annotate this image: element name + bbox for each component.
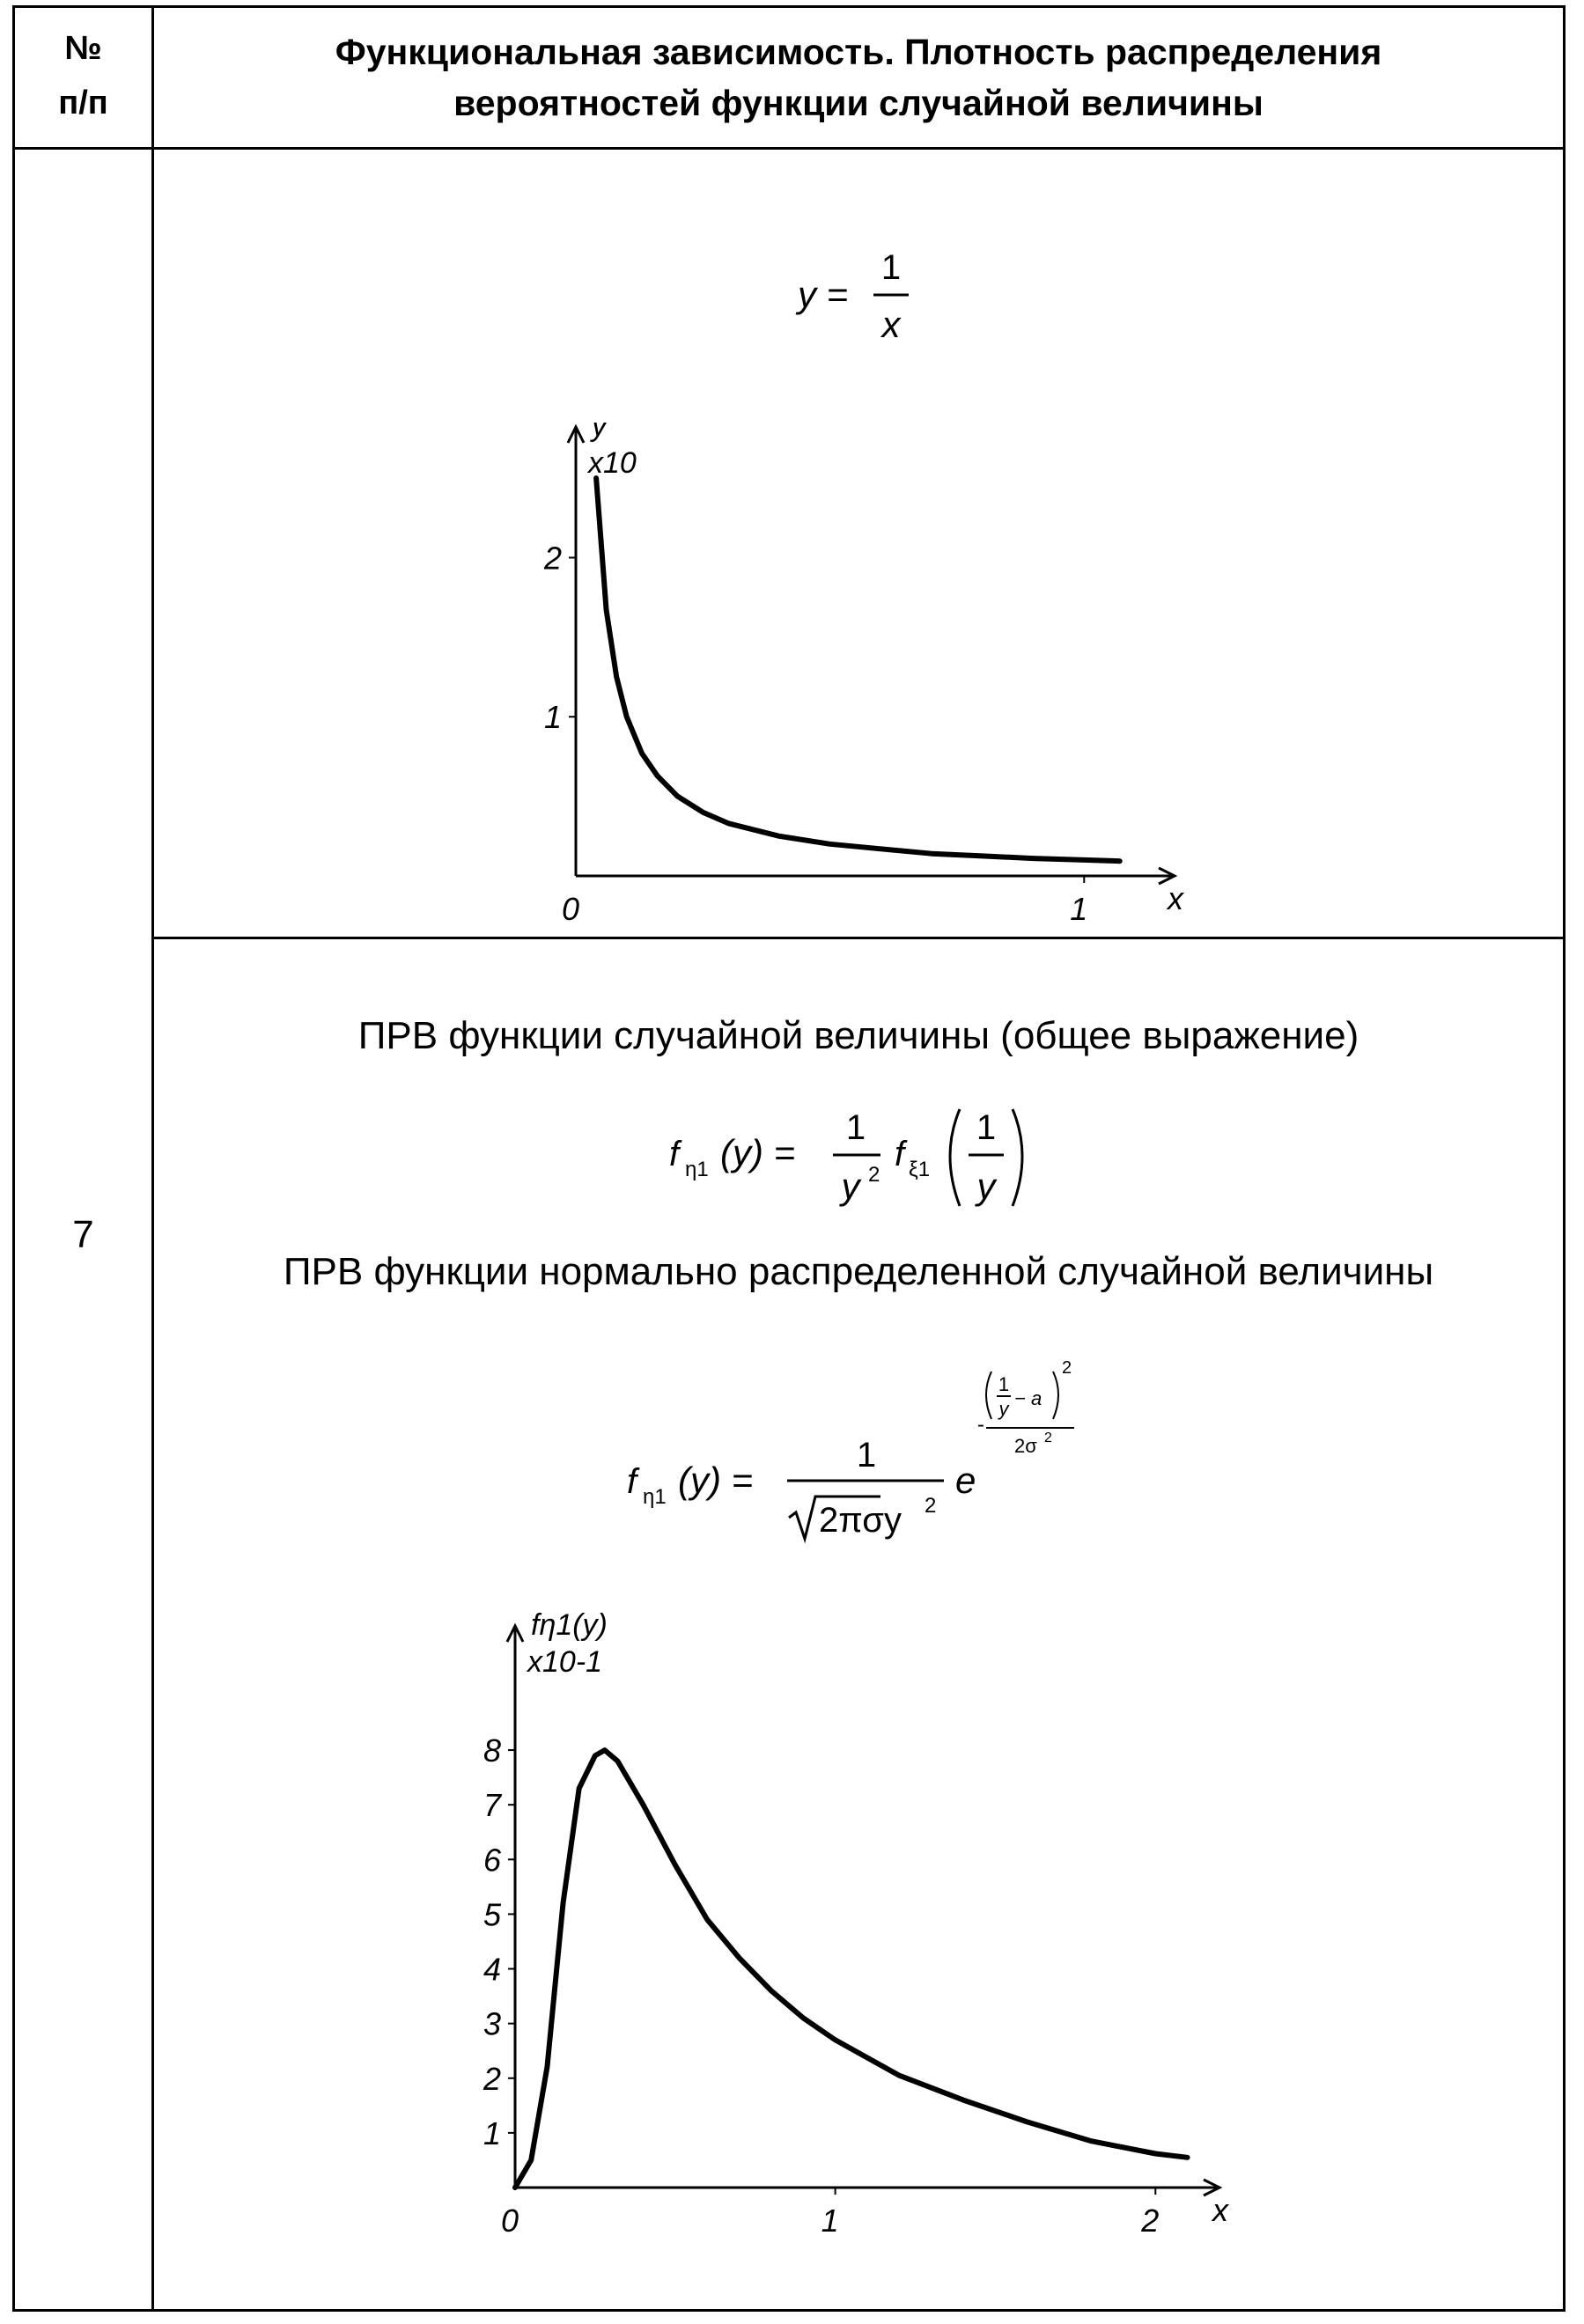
row-number: 7 xyxy=(72,1213,94,1256)
fg-rhs: f xyxy=(895,1135,908,1173)
chart-inverse-function: 1 2 0 1 x y x10 xyxy=(543,423,1185,927)
fg-rhs-sub: ξ1 xyxy=(909,1158,930,1181)
fn-exp-paren-right xyxy=(1052,1371,1059,1420)
fn-lhs: f xyxy=(627,1462,640,1501)
fn-frac-num: 1 xyxy=(857,1436,876,1475)
series-line xyxy=(593,475,1123,864)
header-number-line2: п/п xyxy=(58,85,108,121)
fn-exp-inner-num: 1 xyxy=(998,1373,1009,1395)
y-tick-label: 5 xyxy=(483,1896,502,1932)
fn-frac-den-sup: 2 xyxy=(925,1494,936,1518)
fg-lhs: f xyxy=(669,1135,682,1173)
x-axis-label: x xyxy=(1211,2192,1230,2228)
fg-paren-right xyxy=(1011,1108,1024,1207)
y-tick-label: 1 xyxy=(544,699,562,735)
x-axis-arrow xyxy=(1158,866,1178,886)
header-divider xyxy=(12,147,1566,150)
y-tick-label: 8 xyxy=(483,1732,501,1769)
y-axis-label: fη1(y) xyxy=(531,1608,608,1642)
y-axis-arrow xyxy=(505,1622,525,1643)
header-title-line1: Функциональная зависимость. Плотность ра… xyxy=(335,32,1382,72)
x-axis-label: x xyxy=(1166,880,1185,916)
x-tick-label: 1 xyxy=(821,2203,839,2239)
caption-normal: ПРВ функции нормально распределенной слу… xyxy=(283,1250,1434,1293)
function-lhs: y = xyxy=(795,274,848,315)
y-tick-label: 3 xyxy=(483,2006,501,2042)
fg-frac-num: 1 xyxy=(846,1108,866,1147)
fn-lhs-sub: η1 xyxy=(643,1485,667,1509)
x-tick-label: 2 xyxy=(1140,2203,1159,2239)
header-number-line1: № xyxy=(64,30,102,67)
chart-pdf-function: 1 2 3 4 5 6 7 8 0 1 2 x fη1(y)x10-1 xyxy=(483,1608,1230,2239)
fn-exp-inner-den: y xyxy=(998,1398,1011,1420)
function-numerator: 1 xyxy=(881,248,901,287)
y-scale-label: x10-1 xyxy=(526,1645,602,1679)
x-axis-arrow xyxy=(1203,2178,1223,2197)
header-title-line2: вероятностей функции случайной величины xyxy=(453,83,1264,123)
function-formula: y = 1 x xyxy=(795,248,909,345)
header-title: Функциональная зависимость. Плотность ра… xyxy=(154,26,1563,129)
y-tick-label: 6 xyxy=(483,1842,502,1878)
fn-exp-minus: - xyxy=(977,1413,984,1437)
y-tick-label: 1 xyxy=(483,2115,501,2151)
y-axis-arrow xyxy=(566,423,586,444)
header-number-label: № п/п xyxy=(15,21,151,130)
fg-lhs-arg: (y) = xyxy=(720,1132,795,1173)
y-tick-label: 4 xyxy=(483,1952,501,1988)
column-divider xyxy=(151,5,154,2312)
fn-frac-den: 2πσy xyxy=(819,1501,902,1540)
series-line xyxy=(512,1747,1190,2190)
row-divider xyxy=(151,937,1566,939)
y-tick-label: 7 xyxy=(483,1787,503,1823)
fg-frac-den-sup: 2 xyxy=(868,1163,880,1187)
fn-exp-paren-left xyxy=(985,1371,992,1420)
fg-inner-den: y xyxy=(975,1166,998,1207)
function-denominator: x xyxy=(880,304,903,345)
x-tick-label: 0 xyxy=(501,2203,519,2239)
fn-sqrt-sign xyxy=(788,1495,880,1544)
table-frame xyxy=(12,5,1566,2312)
fn-exp-power: 2 xyxy=(1062,1358,1072,1378)
x-tick-label: 1 xyxy=(1070,891,1087,927)
fg-inner-num: 1 xyxy=(976,1108,996,1147)
fn-exp-inner-minus: − a xyxy=(1014,1387,1042,1409)
caption-general: ПРВ функции случайной величины (общее вы… xyxy=(357,1014,1359,1057)
fn-base: e xyxy=(955,1460,976,1501)
fn-exp-den-sup: 2 xyxy=(1044,1430,1052,1445)
fg-lhs-sub: η1 xyxy=(685,1158,709,1181)
y-tick-label: 2 xyxy=(483,2061,501,2097)
y-tick-label: 2 xyxy=(543,540,562,576)
y-axis-label: y xyxy=(590,423,608,443)
fn-exp-den: 2σ xyxy=(1014,1435,1037,1457)
formula-normal: f η1 (y) = 1 2πσy 2 e - 1 y − a 2 2σ 2 xyxy=(627,1358,1074,1544)
formula-general: f η1 (y) = 1 y 2 f ξ1 1 y xyxy=(669,1108,1024,1207)
fg-frac-den: y xyxy=(839,1166,863,1207)
y-scale-label: x10 xyxy=(586,446,637,480)
fn-lhs-arg: (y) = xyxy=(678,1460,753,1501)
x-tick-label: 0 xyxy=(562,891,579,927)
fg-paren-left xyxy=(948,1108,961,1207)
